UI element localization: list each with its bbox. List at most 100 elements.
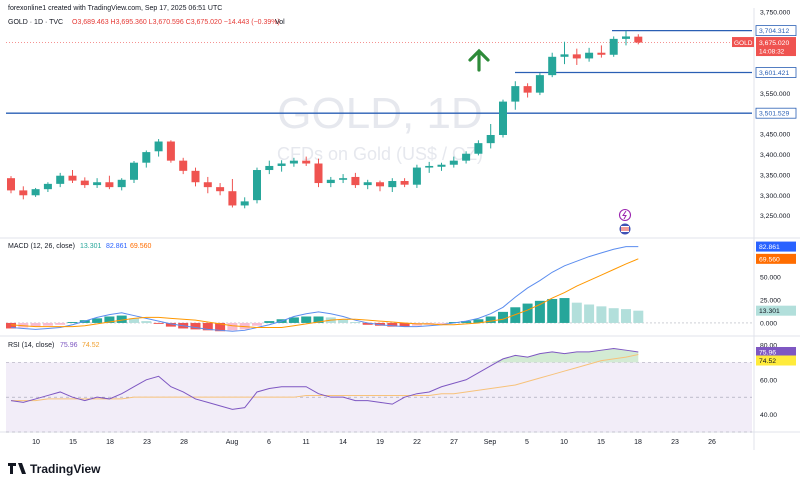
candle-body[interactable] — [622, 36, 630, 39]
macd-value-tag — [756, 253, 796, 264]
candle-body[interactable] — [535, 75, 544, 93]
candle-body[interactable] — [511, 86, 520, 102]
candle-body[interactable] — [523, 86, 532, 93]
up-arrow-annotation[interactable] — [468, 48, 490, 72]
candle-body[interactable] — [130, 162, 138, 180]
macd-histogram-bar — [252, 322, 262, 326]
candle-body[interactable] — [548, 56, 557, 76]
candle-body[interactable] — [154, 141, 163, 152]
time-axis-label: 15 — [597, 439, 605, 446]
candle-body[interactable] — [166, 141, 175, 161]
candle-body[interactable] — [43, 183, 52, 190]
candle-body[interactable] — [572, 54, 581, 59]
candle-body[interactable] — [203, 182, 212, 188]
candle-body[interactable] — [425, 165, 434, 168]
candle-body[interactable] — [253, 170, 261, 201]
price-tick-label: 3,250.000 — [760, 213, 790, 220]
candle-body[interactable] — [363, 182, 372, 186]
flag-icon — [621, 226, 629, 232]
macd-histogram-bar — [399, 322, 410, 327]
macd-histogram-bar — [522, 303, 533, 323]
rsi-value-tag-label: 74.52 — [759, 358, 776, 365]
macd-histogram-bar — [633, 310, 644, 323]
macd-histogram-bar — [621, 309, 631, 323]
candle-body[interactable] — [105, 182, 114, 188]
candle-body[interactable] — [326, 179, 335, 184]
ohlc-readout: O3,689.463 H3,695.360 L3,670.596 C3,675.… — [72, 19, 280, 26]
candle-body[interactable] — [388, 181, 397, 188]
candle-body[interactable] — [142, 152, 151, 163]
candle-body[interactable] — [449, 160, 458, 165]
macd-histogram-bar — [6, 322, 16, 329]
lightning-icon — [622, 210, 627, 220]
macd-tick-label: 0.000 — [760, 320, 777, 327]
time-axis-label: 23 — [671, 439, 679, 446]
tradingview-logo-icon — [8, 463, 26, 474]
rsi-value-tag — [756, 355, 796, 366]
candle-body[interactable] — [19, 190, 28, 196]
candle-body[interactable] — [314, 163, 323, 184]
time-axis-label: 14 — [339, 439, 347, 446]
rsi-tick-label: 80.00 — [760, 342, 777, 349]
macd-histogram-bar — [584, 304, 595, 323]
candle-body[interactable] — [400, 181, 409, 185]
watermark-subtitle: CFDs on Gold (US$ / OZ) — [277, 144, 483, 164]
candle-body[interactable] — [585, 52, 594, 59]
candle-body[interactable] — [289, 160, 298, 164]
candle-body[interactable] — [68, 175, 77, 181]
candle-body[interactable] — [240, 201, 249, 206]
macd-histogram-bar — [165, 322, 176, 327]
candle-body[interactable] — [117, 179, 126, 188]
macd-histogram-bar — [227, 322, 238, 331]
symbol-tag — [732, 37, 754, 48]
candle-body[interactable] — [179, 160, 188, 171]
candle-body[interactable] — [597, 52, 606, 55]
macd-histogram-bar — [67, 322, 78, 323]
candle-body[interactable] — [228, 191, 237, 206]
candle-body[interactable] — [474, 143, 483, 154]
macd-signal-value: 69.560 — [130, 243, 152, 250]
candle-body[interactable] — [56, 175, 65, 184]
macd-hist-value: 13.301 — [80, 243, 102, 250]
time-axis-label: 5 — [525, 439, 529, 446]
macd-histogram-bar — [141, 321, 152, 323]
candle-body[interactable] — [634, 36, 643, 43]
candle-body[interactable] — [80, 180, 89, 186]
candle-body[interactable] — [302, 160, 311, 164]
rsi-tick-label: 40.00 — [760, 412, 777, 419]
candle-body[interactable] — [265, 165, 274, 171]
macd-histogram-bar — [190, 322, 201, 330]
candle-body[interactable] — [499, 101, 507, 135]
candle-body[interactable] — [560, 54, 569, 57]
level-tag — [755, 107, 797, 119]
candle-body[interactable] — [437, 164, 446, 167]
candle-body[interactable] — [339, 178, 348, 180]
candle-body[interactable] — [609, 38, 618, 55]
candle-body[interactable] — [191, 170, 200, 183]
candle-body[interactable] — [31, 189, 40, 196]
candle-body[interactable] — [462, 153, 471, 161]
price-tick-label: 3,750.000 — [760, 10, 790, 17]
macd-histogram-bar — [473, 319, 484, 323]
macd-value-tag-label: 13.301 — [759, 308, 780, 315]
time-axis-label: 26 — [708, 439, 716, 446]
candle-body[interactable] — [412, 167, 421, 185]
macd-histogram-bar — [55, 322, 66, 325]
macd-histogram-bar — [596, 306, 607, 323]
time-axis-label: 15 — [69, 439, 77, 446]
candle-body[interactable] — [7, 178, 15, 191]
macd-histogram-bar — [288, 317, 299, 323]
time-axis-label: 27 — [450, 439, 458, 446]
candle-body[interactable] — [351, 176, 360, 186]
candle-body[interactable] — [277, 163, 286, 166]
candle-body[interactable] — [486, 134, 495, 144]
macd-histogram-bar — [116, 315, 127, 323]
candle-body[interactable] — [216, 187, 225, 192]
macd-title: MACD (12, 26, close) — [8, 243, 75, 250]
candle-body[interactable] — [376, 182, 384, 187]
time-axis-label: 6 — [267, 439, 271, 446]
candle-body[interactable] — [93, 182, 102, 186]
time-axis-label: 18 — [634, 439, 642, 446]
level-tag — [755, 67, 797, 78]
